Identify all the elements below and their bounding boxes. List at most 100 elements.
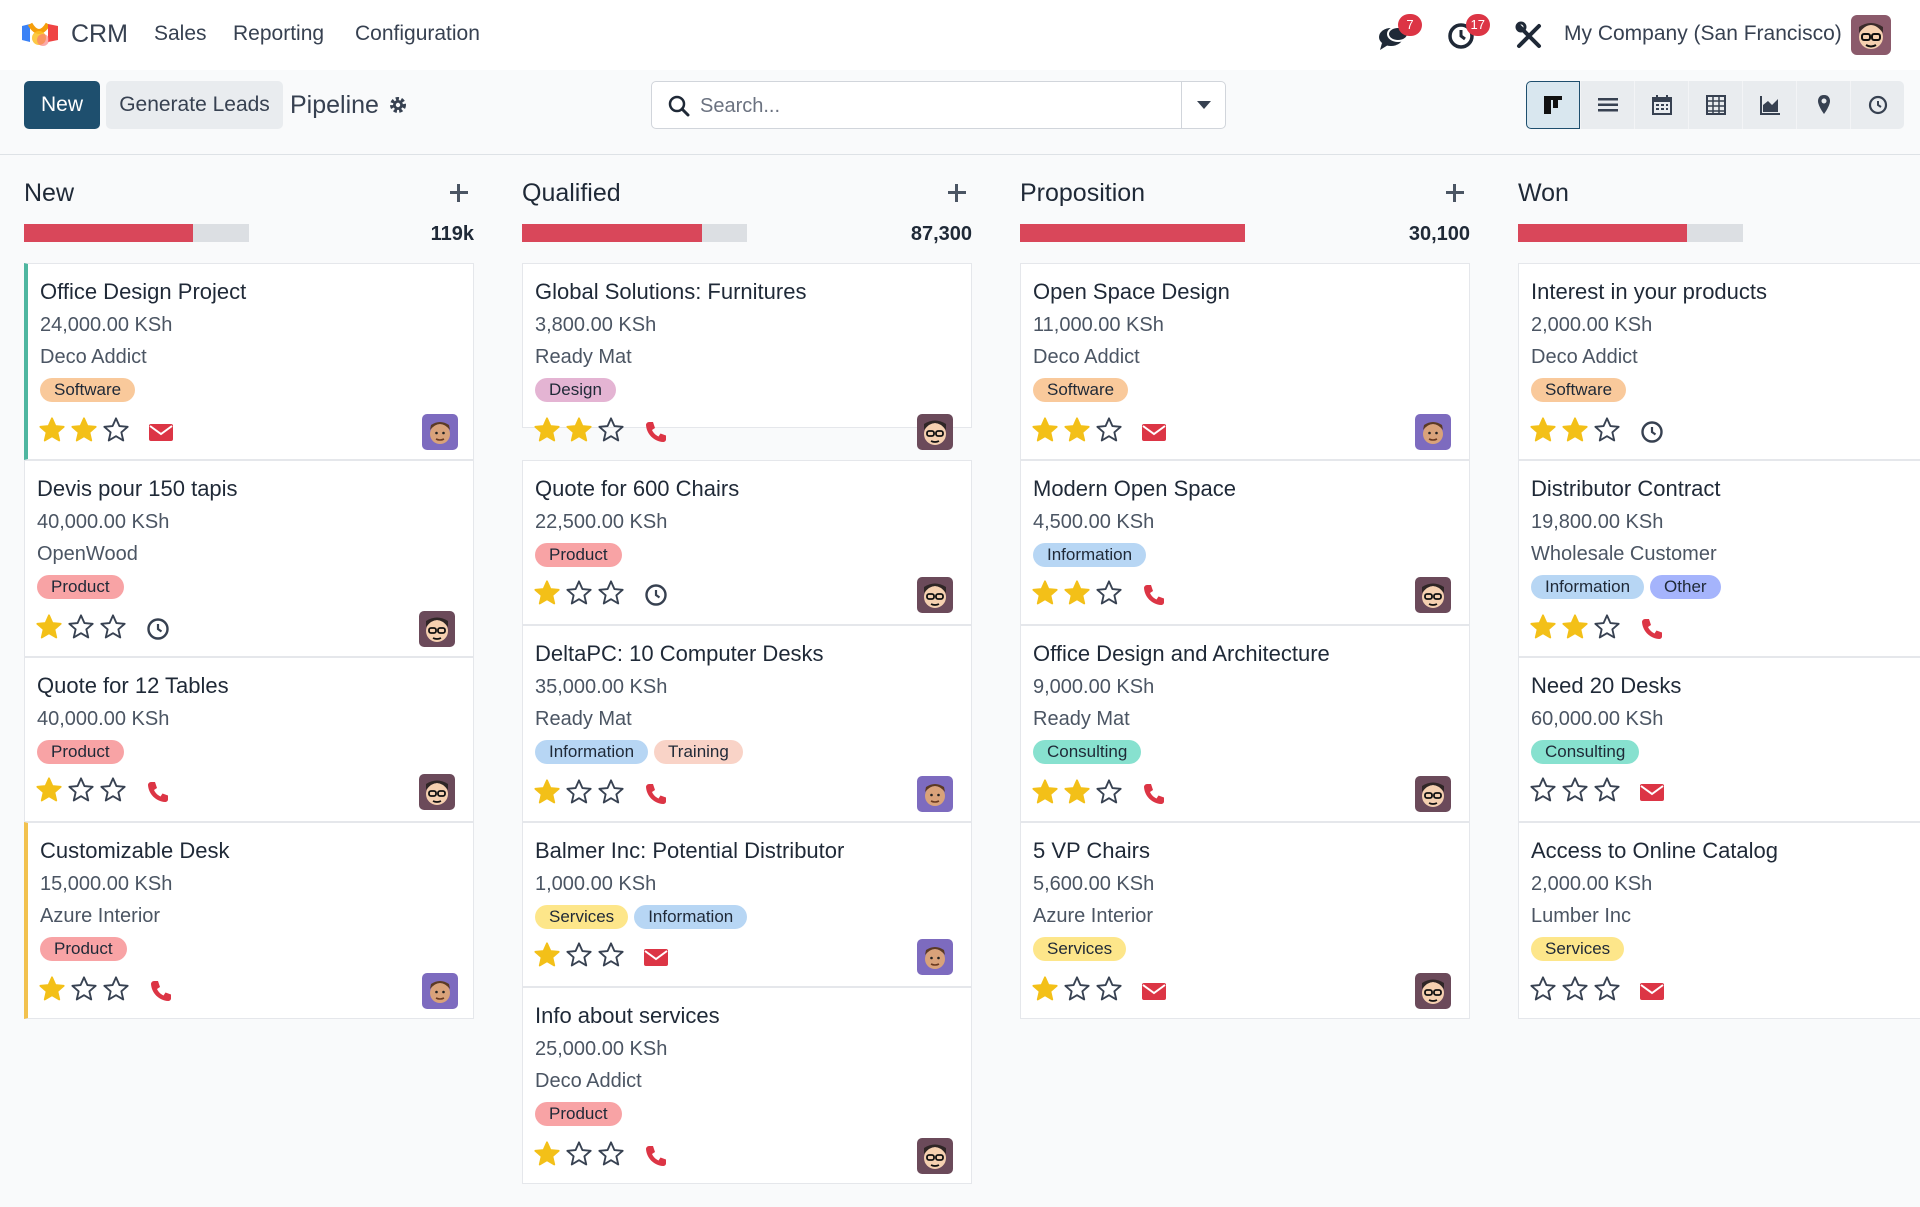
quick-create-button[interactable] — [1445, 183, 1465, 203]
graph-view-button[interactable] — [1742, 81, 1796, 129]
star-icon[interactable] — [99, 613, 127, 641]
column-title[interactable]: Won — [1518, 179, 1569, 207]
star-icon[interactable] — [67, 613, 95, 641]
salesperson-avatar[interactable] — [419, 774, 455, 810]
search-options-toggle[interactable] — [1181, 82, 1225, 128]
star-icon[interactable] — [597, 778, 625, 806]
star-icon[interactable] — [99, 776, 127, 804]
star-icon[interactable] — [533, 1140, 561, 1168]
phone-icon[interactable] — [643, 1143, 669, 1169]
user-avatar[interactable] — [1851, 15, 1891, 55]
app-name[interactable]: CRM — [71, 20, 128, 48]
opportunity-card[interactable]: Need 20 Desks 60,000.00 KSh Consulting — [1518, 657, 1920, 822]
star-icon[interactable] — [1063, 416, 1091, 444]
star-icon[interactable] — [1561, 776, 1589, 804]
email-icon[interactable] — [148, 419, 174, 445]
email-icon[interactable] — [1141, 419, 1167, 445]
phone-icon[interactable] — [145, 779, 171, 805]
star-icon[interactable] — [1529, 613, 1557, 641]
clock-icon[interactable] — [643, 582, 669, 608]
star-icon[interactable] — [102, 975, 130, 1003]
opportunity-card[interactable]: Quote for 600 Chairs 22,500.00 KSh Produ… — [522, 460, 972, 625]
opportunity-card[interactable]: Global Solutions: Furnitures 3,800.00 KS… — [522, 263, 972, 450]
email-icon[interactable] — [1639, 978, 1665, 1004]
star-icon[interactable] — [70, 975, 98, 1003]
star-icon[interactable] — [565, 778, 593, 806]
star-icon[interactable] — [565, 941, 593, 969]
star-icon[interactable] — [597, 416, 625, 444]
star-icon[interactable] — [102, 416, 130, 444]
opportunity-card[interactable]: Office Design Project 24,000.00 KSh Deco… — [24, 263, 474, 460]
opportunity-card[interactable]: 5 VP Chairs 5,600.00 KSh Azure Interior … — [1020, 822, 1470, 1019]
crm-logo-icon[interactable] — [20, 20, 62, 50]
calendar-view-button[interactable] — [1634, 81, 1688, 129]
opportunity-card[interactable]: Info about services 25,000.00 KSh Deco A… — [522, 987, 972, 1184]
salesperson-avatar[interactable] — [1415, 414, 1451, 450]
menu-reporting[interactable]: Reporting — [233, 22, 325, 45]
salesperson-avatar[interactable] — [917, 776, 953, 812]
star-icon[interactable] — [1529, 975, 1557, 1003]
opportunity-card[interactable]: Access to Online Catalog 2,000.00 KSh Lu… — [1518, 822, 1920, 1019]
star-icon[interactable] — [565, 579, 593, 607]
chat-button[interactable]: 7 — [1376, 14, 1422, 54]
star-icon[interactable] — [1529, 416, 1557, 444]
star-icon[interactable] — [1593, 613, 1621, 641]
star-icon[interactable] — [565, 1140, 593, 1168]
email-icon[interactable] — [643, 944, 669, 970]
opportunity-card[interactable]: DeltaPC: 10 Computer Desks 35,000.00 KSh… — [522, 625, 972, 822]
salesperson-avatar[interactable] — [917, 577, 953, 613]
opportunity-card[interactable]: Modern Open Space 4,500.00 KSh Informati… — [1020, 460, 1470, 625]
menu-configuration[interactable]: Configuration — [355, 22, 480, 45]
star-icon[interactable] — [533, 941, 561, 969]
phone-icon[interactable] — [1639, 616, 1665, 642]
star-icon[interactable] — [533, 579, 561, 607]
star-icon[interactable] — [1063, 579, 1091, 607]
map-view-button[interactable] — [1796, 81, 1850, 129]
salesperson-avatar[interactable] — [1415, 973, 1451, 1009]
column-title[interactable]: Qualified — [522, 179, 621, 207]
star-icon[interactable] — [1095, 975, 1123, 1003]
star-icon[interactable] — [1063, 975, 1091, 1003]
salesperson-avatar[interactable] — [917, 939, 953, 975]
phone-icon[interactable] — [643, 781, 669, 807]
opportunity-card[interactable]: Customizable Desk 15,000.00 KSh Azure In… — [24, 822, 474, 1019]
star-icon[interactable] — [38, 975, 66, 1003]
star-icon[interactable] — [35, 613, 63, 641]
star-icon[interactable] — [1031, 579, 1059, 607]
star-icon[interactable] — [1593, 416, 1621, 444]
star-icon[interactable] — [1063, 778, 1091, 806]
star-icon[interactable] — [1095, 579, 1123, 607]
star-icon[interactable] — [1529, 776, 1557, 804]
quick-create-button[interactable] — [449, 183, 469, 203]
star-icon[interactable] — [70, 416, 98, 444]
salesperson-avatar[interactable] — [917, 414, 953, 450]
pivot-view-button[interactable] — [1688, 81, 1742, 129]
list-view-button[interactable] — [1580, 81, 1634, 129]
phone-icon[interactable] — [1141, 781, 1167, 807]
phone-icon[interactable] — [643, 419, 669, 445]
star-icon[interactable] — [597, 579, 625, 607]
opportunity-card[interactable]: Open Space Design 11,000.00 KSh Deco Add… — [1020, 263, 1470, 460]
column-progress-bar[interactable] — [1020, 224, 1245, 242]
clock-icon[interactable] — [145, 616, 171, 642]
salesperson-avatar[interactable] — [917, 1138, 953, 1174]
column-title[interactable]: New — [24, 179, 75, 207]
salesperson-avatar[interactable] — [419, 611, 455, 647]
opportunity-card[interactable]: Balmer Inc: Potential Distributor 1,000.… — [522, 822, 972, 987]
star-icon[interactable] — [38, 416, 66, 444]
kanban-view-button[interactable] — [1526, 81, 1580, 129]
star-icon[interactable] — [565, 416, 593, 444]
star-icon[interactable] — [1095, 778, 1123, 806]
star-icon[interactable] — [533, 416, 561, 444]
clock-icon[interactable] — [1639, 419, 1665, 445]
star-icon[interactable] — [1031, 416, 1059, 444]
phone-icon[interactable] — [1141, 582, 1167, 608]
star-icon[interactable] — [597, 1140, 625, 1168]
star-icon[interactable] — [1561, 613, 1589, 641]
star-icon[interactable] — [1031, 778, 1059, 806]
salesperson-avatar[interactable] — [1415, 577, 1451, 613]
column-progress-bar[interactable] — [1518, 224, 1743, 242]
activity-button[interactable]: 17 — [1444, 14, 1490, 54]
star-icon[interactable] — [1031, 975, 1059, 1003]
star-icon[interactable] — [67, 776, 95, 804]
